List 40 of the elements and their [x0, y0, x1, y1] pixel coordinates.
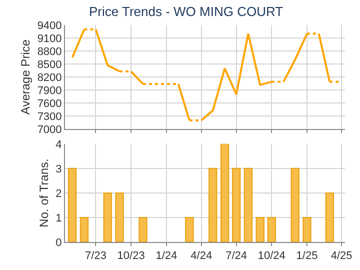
bar [80, 216, 89, 242]
bar [290, 168, 300, 242]
x-tick-label: 1/24 [156, 250, 178, 262]
bar [244, 168, 253, 242]
y-tick-label: 9400 [37, 20, 62, 32]
y-tick-label: 2 [56, 188, 62, 200]
y-tick-label: 9100 [37, 32, 62, 45]
bar [103, 192, 112, 242]
bar [115, 192, 124, 242]
bar [68, 168, 77, 242]
y-tick-label: 8800 [37, 46, 62, 58]
bar [302, 216, 312, 242]
bar [138, 216, 148, 242]
y-tick-label: 8500 [37, 58, 62, 71]
y-tick-label: 7000 [37, 124, 62, 136]
bar [256, 216, 264, 242]
y-tick-label: 4 [56, 138, 62, 151]
bar [185, 216, 194, 242]
y-axis-title: Average Price [18, 39, 33, 115]
x-tick-label: 10/23 [117, 250, 145, 262]
bar [220, 144, 230, 242]
chart-title: Price Trends - WO MING COURT [89, 4, 284, 19]
bar [325, 192, 334, 242]
x-tick-label: 4/24 [190, 250, 212, 262]
bar [208, 168, 218, 242]
x-tick-label: 4/25 [330, 250, 352, 262]
y-tick-label: 8200 [37, 72, 62, 84]
y-tick-label: 1 [56, 212, 62, 224]
x-tick-label: 7/24 [226, 250, 248, 262]
y-tick-label: 7900 [37, 84, 62, 97]
x-tick-label: 7/23 [85, 250, 106, 262]
bar [232, 168, 241, 242]
x-tick-label: 1/25 [296, 250, 318, 262]
y-axis-title: No. of Trans. [36, 158, 51, 228]
x-tick-label: 10/24 [258, 250, 286, 262]
bar [267, 216, 276, 242]
y-tick-label: 3 [56, 163, 62, 176]
y-tick-label: 7300 [37, 110, 62, 123]
y-tick-label: 7600 [37, 98, 62, 110]
y-tick-label: 0 [56, 236, 62, 249]
